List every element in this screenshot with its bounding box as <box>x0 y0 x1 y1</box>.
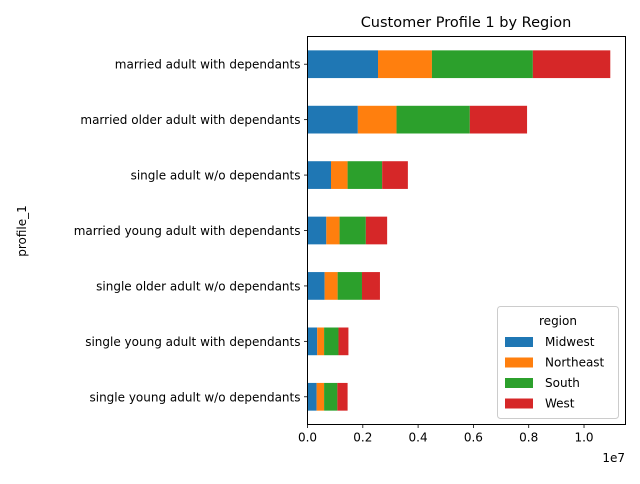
bar-west-0 <box>532 50 611 79</box>
legend-label-northeast: Northeast <box>545 356 605 370</box>
y-axis-label: profile_1 <box>15 205 29 257</box>
legend-label-west: West <box>545 397 575 411</box>
y-tick-label: single young adult w/o dependants <box>89 390 300 404</box>
bar-northeast-0 <box>378 50 432 79</box>
bar-south-4 <box>337 272 362 300</box>
bar-northeast-6 <box>316 382 325 411</box>
bar-northeast-4 <box>324 272 338 300</box>
y-tick-label: single older adult w/o dependants <box>96 279 300 293</box>
legend-label-south: South <box>545 376 580 390</box>
bar-northeast-1 <box>357 105 397 134</box>
bar-midwest-4 <box>307 272 325 300</box>
x-tick-label: 0.2 <box>353 431 372 445</box>
legend-swatch-midwest <box>505 337 533 347</box>
legend-swatch-south <box>505 378 533 388</box>
x-tick-label: 1.0 <box>574 431 593 445</box>
bar-midwest-3 <box>307 216 327 245</box>
bar-south-5 <box>324 327 339 356</box>
bar-south-2 <box>347 161 383 189</box>
y-tick-label: single young adult with dependants <box>85 335 300 349</box>
legend-box <box>497 306 619 419</box>
y-axis: married adult with dependants married old… <box>74 58 308 404</box>
y-tick-label: married young adult with dependants <box>74 224 301 238</box>
x-offset-label: 1e7 <box>602 451 625 465</box>
legend-swatch-northeast <box>505 357 533 368</box>
legend-title: region <box>539 314 577 328</box>
bar-west-2 <box>382 161 408 189</box>
legend-items: Midwest Northeast South West <box>505 335 605 411</box>
bar-midwest-1 <box>307 105 358 134</box>
bar-midwest-0 <box>307 50 379 79</box>
bar-northeast-2 <box>331 161 348 189</box>
x-tick-label: 0.8 <box>519 431 538 445</box>
bar-south-1 <box>396 105 470 134</box>
bar-west-5 <box>338 327 349 356</box>
y-tick-label: married adult with dependants <box>115 58 301 72</box>
y-tick-label: single adult w/o dependants <box>131 169 301 183</box>
bar-west-1 <box>469 105 528 134</box>
bar-south-6 <box>324 382 338 411</box>
bar-midwest-5 <box>307 327 318 356</box>
legend-label-midwest: Midwest <box>545 335 595 349</box>
x-tick-label: 0.0 <box>298 431 317 445</box>
bar-midwest-6 <box>307 382 317 411</box>
bar-northeast-5 <box>317 327 325 356</box>
bars-layer <box>307 50 611 411</box>
legend-swatch-west <box>505 398 533 409</box>
bar-south-0 <box>431 50 533 79</box>
y-tick-label: married older adult with dependants <box>80 113 300 127</box>
x-tick-label: 0.6 <box>464 431 483 445</box>
bar-west-4 <box>361 272 380 300</box>
legend: region Midwest Northeast South West <box>497 306 619 419</box>
bar-west-3 <box>365 216 388 245</box>
bar-midwest-2 <box>307 161 332 189</box>
bar-south-3 <box>339 216 366 245</box>
bar-northeast-3 <box>326 216 340 245</box>
chart-title: Customer Profile 1 by Region <box>361 15 572 31</box>
bar-west-6 <box>337 382 348 411</box>
x-tick-label: 0.4 <box>409 431 428 445</box>
x-axis: 0.0 0.2 0.4 0.6 0.8 1.0 <box>298 424 594 445</box>
